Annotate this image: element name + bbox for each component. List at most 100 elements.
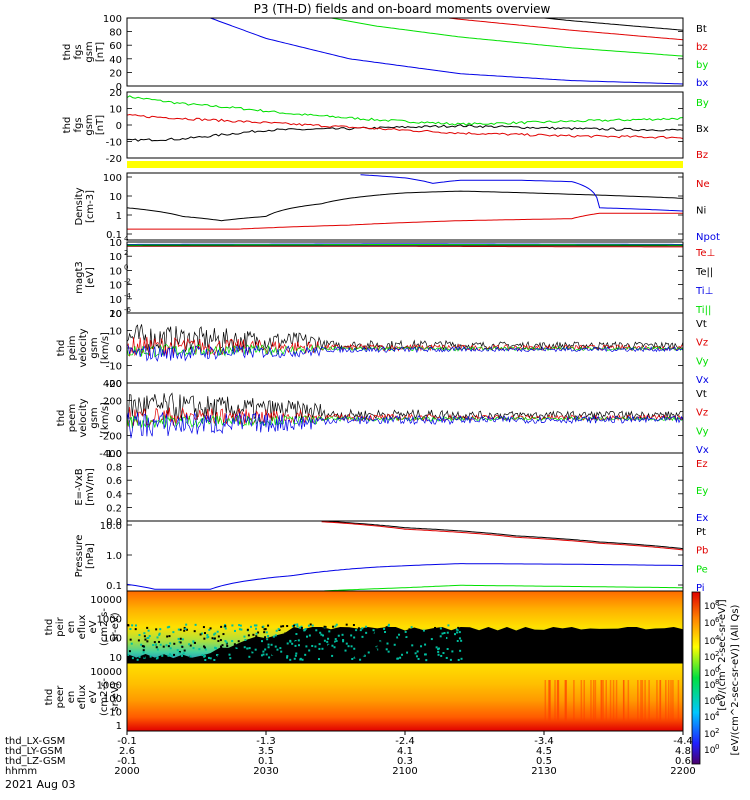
spectrogram-speckle [367,651,370,654]
spectrogram-speckle [286,652,289,655]
spectrogram-speckle [303,646,306,649]
spectrogram-speckle [309,632,312,635]
spectrogram-speckle [162,645,165,648]
series-By [127,95,683,126]
spectrogram-speckle [246,628,249,631]
spectrogram-speckle [447,624,450,627]
spectrogram-speckle [332,625,335,628]
spectrogram-speckle [301,658,304,661]
spectrogram-speckle [199,633,202,636]
spectrogram-speckle [390,638,393,641]
spectrogram-speckle [375,648,378,651]
spectrogram-speckle [243,646,246,649]
spectrogram-speckle [244,638,247,641]
spectrogram-speckle [342,640,345,643]
legend-label: Vt [696,319,707,330]
spectrogram-speckle [314,645,317,648]
panel-tick-label: 0.0 [106,517,122,528]
spectrogram-streak [549,680,551,721]
panel-tick-label: 100 [103,634,122,645]
legend-label: Bz [696,150,708,161]
spectrogram-speckle [352,624,355,627]
figure-title: P3 (TH-D) fields and on-board moments ov… [254,2,551,16]
spectrogram-speckle [354,643,357,646]
spectrogram-speckle [334,638,337,641]
spectrogram-speckle [298,626,301,629]
spectrogram-speckle [457,658,460,661]
spectrogram-streak [600,680,602,721]
spectrogram-speckle [267,624,270,627]
spectrogram-speckle [439,635,442,638]
spectrogram-speckle [203,646,206,649]
spectrogram-speckle [410,626,413,629]
spectrogram-speckle [369,654,372,657]
panel-ylabel: eflux [77,615,88,640]
spectrogram-speckle [353,647,356,650]
spectrogram-speckle [177,637,180,640]
spectrogram-speckle [240,628,243,631]
x-row-value: -0.1 [117,756,137,767]
spectrogram-speckle [327,644,330,647]
panel-plot-area [209,18,683,85]
colorbar-tick: 10 [704,713,716,723]
spectrogram-speckle [146,640,149,643]
spectrogram-speckle [222,633,225,636]
spectrogram-speckle [361,635,364,638]
spectrogram-speckle [134,624,137,627]
panel-efield: E=-VxB [mV/m] 1.0 0.8 0.6 0.4 0.2 0.0 Ez Ey Ex [74,449,708,528]
panel-frame [126,520,684,592]
colorbar-tick-exponent: 4 [715,710,720,718]
spectrogram-speckle [296,625,299,628]
spectrogram-speckle [309,623,312,626]
panel-tick-label: 0 [116,344,122,355]
spectrogram-speckle [437,648,440,651]
spectrogram-speckle [435,646,438,649]
spectrogram-speckle [156,658,159,661]
panel-tick-label: 10.0 [100,521,122,532]
colorbar-label: [eV/(cm^2-sec-sr-eV)] (All Qs) [730,604,741,755]
spectrogram-speckle [374,644,377,647]
spectrogram-speckle [353,642,356,645]
panel-pressure: Pressure [nPa] 10.0 1.0 0.1 Pt Pb Pe Pi [74,520,708,594]
spectrogram-speckle [307,624,310,627]
spectrogram-speckle [130,642,133,645]
colorbar-tick: 10 [704,746,716,756]
spectrogram-speckle [307,643,310,646]
spectrogram-speckle [257,631,260,634]
panel-fgs_gsm_b: thd fgs gsm [nT] 20 10 0 -10 -20 By Bx Bz [62,88,709,165]
spectrogram-speckle [291,642,294,645]
legend-label: Pe [696,564,708,575]
spectrogram-speckle [386,642,389,645]
panel-peir: thd peir en eflux eV (cm2-s-sr-eV) 10000 1000 10… [44,590,684,664]
spectrogram-speckle [366,643,369,646]
series-Vy [127,344,683,358]
spectrogram-speckle [183,629,186,632]
spectrogram-speckle [311,644,314,647]
spectrogram-speckle [376,650,379,653]
spectrogram-speckle [323,639,326,642]
spectrogram-speckle [407,643,410,646]
spectrogram-speckle [213,633,216,636]
spectrogram-speckle [240,644,243,647]
spectrogram-speckle [271,653,274,656]
spectrogram-speckle [182,652,185,655]
spectrogram-speckle [198,659,201,662]
colorbar-tick: 10 [704,669,716,679]
spectrogram-streak [612,680,615,721]
spectrogram-speckle [219,639,222,642]
colorbar-fill [691,591,701,765]
spectrogram-speckle [397,635,400,638]
panel-peim: thd peim velocity gsm [km/s]20100-10-20VtVzV… [56,309,709,390]
spectrogram-speckle [245,648,248,651]
spectrogram-speckle [131,657,134,660]
spectrogram-speckle [353,656,356,659]
spectrogram-speckle [169,653,172,656]
spectrogram-speckle [388,642,391,645]
spectrogram-speckle [357,627,360,630]
series-Npot [360,174,683,212]
spectrogram-speckle [239,624,242,627]
spectrogram-speckle [204,659,207,662]
spectrogram-speckle [181,638,184,641]
spectrogram-speckle [167,645,170,648]
